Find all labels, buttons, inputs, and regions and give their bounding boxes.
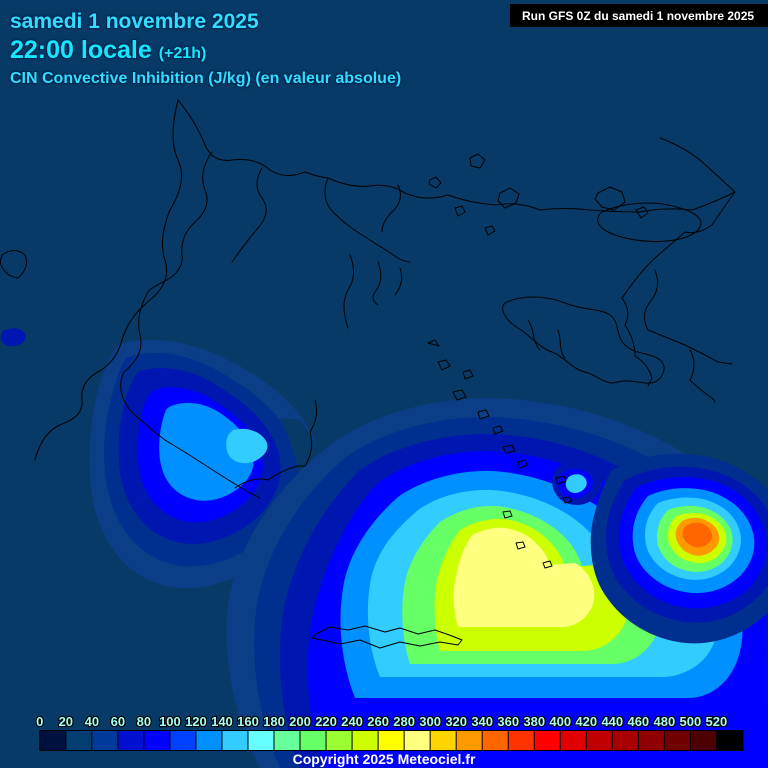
svg-text:340: 340: [471, 714, 493, 729]
svg-text:260: 260: [367, 714, 389, 729]
svg-text:460: 460: [627, 714, 649, 729]
svg-text:0: 0: [36, 714, 43, 729]
svg-text:240: 240: [341, 714, 363, 729]
svg-text:160: 160: [237, 714, 259, 729]
svg-text:500: 500: [680, 714, 702, 729]
svg-text:100: 100: [159, 714, 181, 729]
svg-text:120: 120: [185, 714, 207, 729]
svg-text:140: 140: [211, 714, 233, 729]
svg-text:400: 400: [549, 714, 571, 729]
svg-text:360: 360: [497, 714, 519, 729]
svg-text:440: 440: [601, 714, 623, 729]
svg-text:320: 320: [445, 714, 467, 729]
svg-text:420: 420: [575, 714, 597, 729]
svg-text:380: 380: [523, 714, 545, 729]
svg-text:180: 180: [263, 714, 285, 729]
svg-text:280: 280: [393, 714, 415, 729]
svg-text:220: 220: [315, 714, 337, 729]
svg-text:40: 40: [85, 714, 99, 729]
svg-text:480: 480: [653, 714, 675, 729]
svg-text:80: 80: [137, 714, 151, 729]
svg-text:300: 300: [419, 714, 441, 729]
svg-text:520: 520: [706, 714, 728, 729]
svg-text:60: 60: [111, 714, 125, 729]
svg-text:200: 200: [289, 714, 311, 729]
svg-text:20: 20: [59, 714, 73, 729]
